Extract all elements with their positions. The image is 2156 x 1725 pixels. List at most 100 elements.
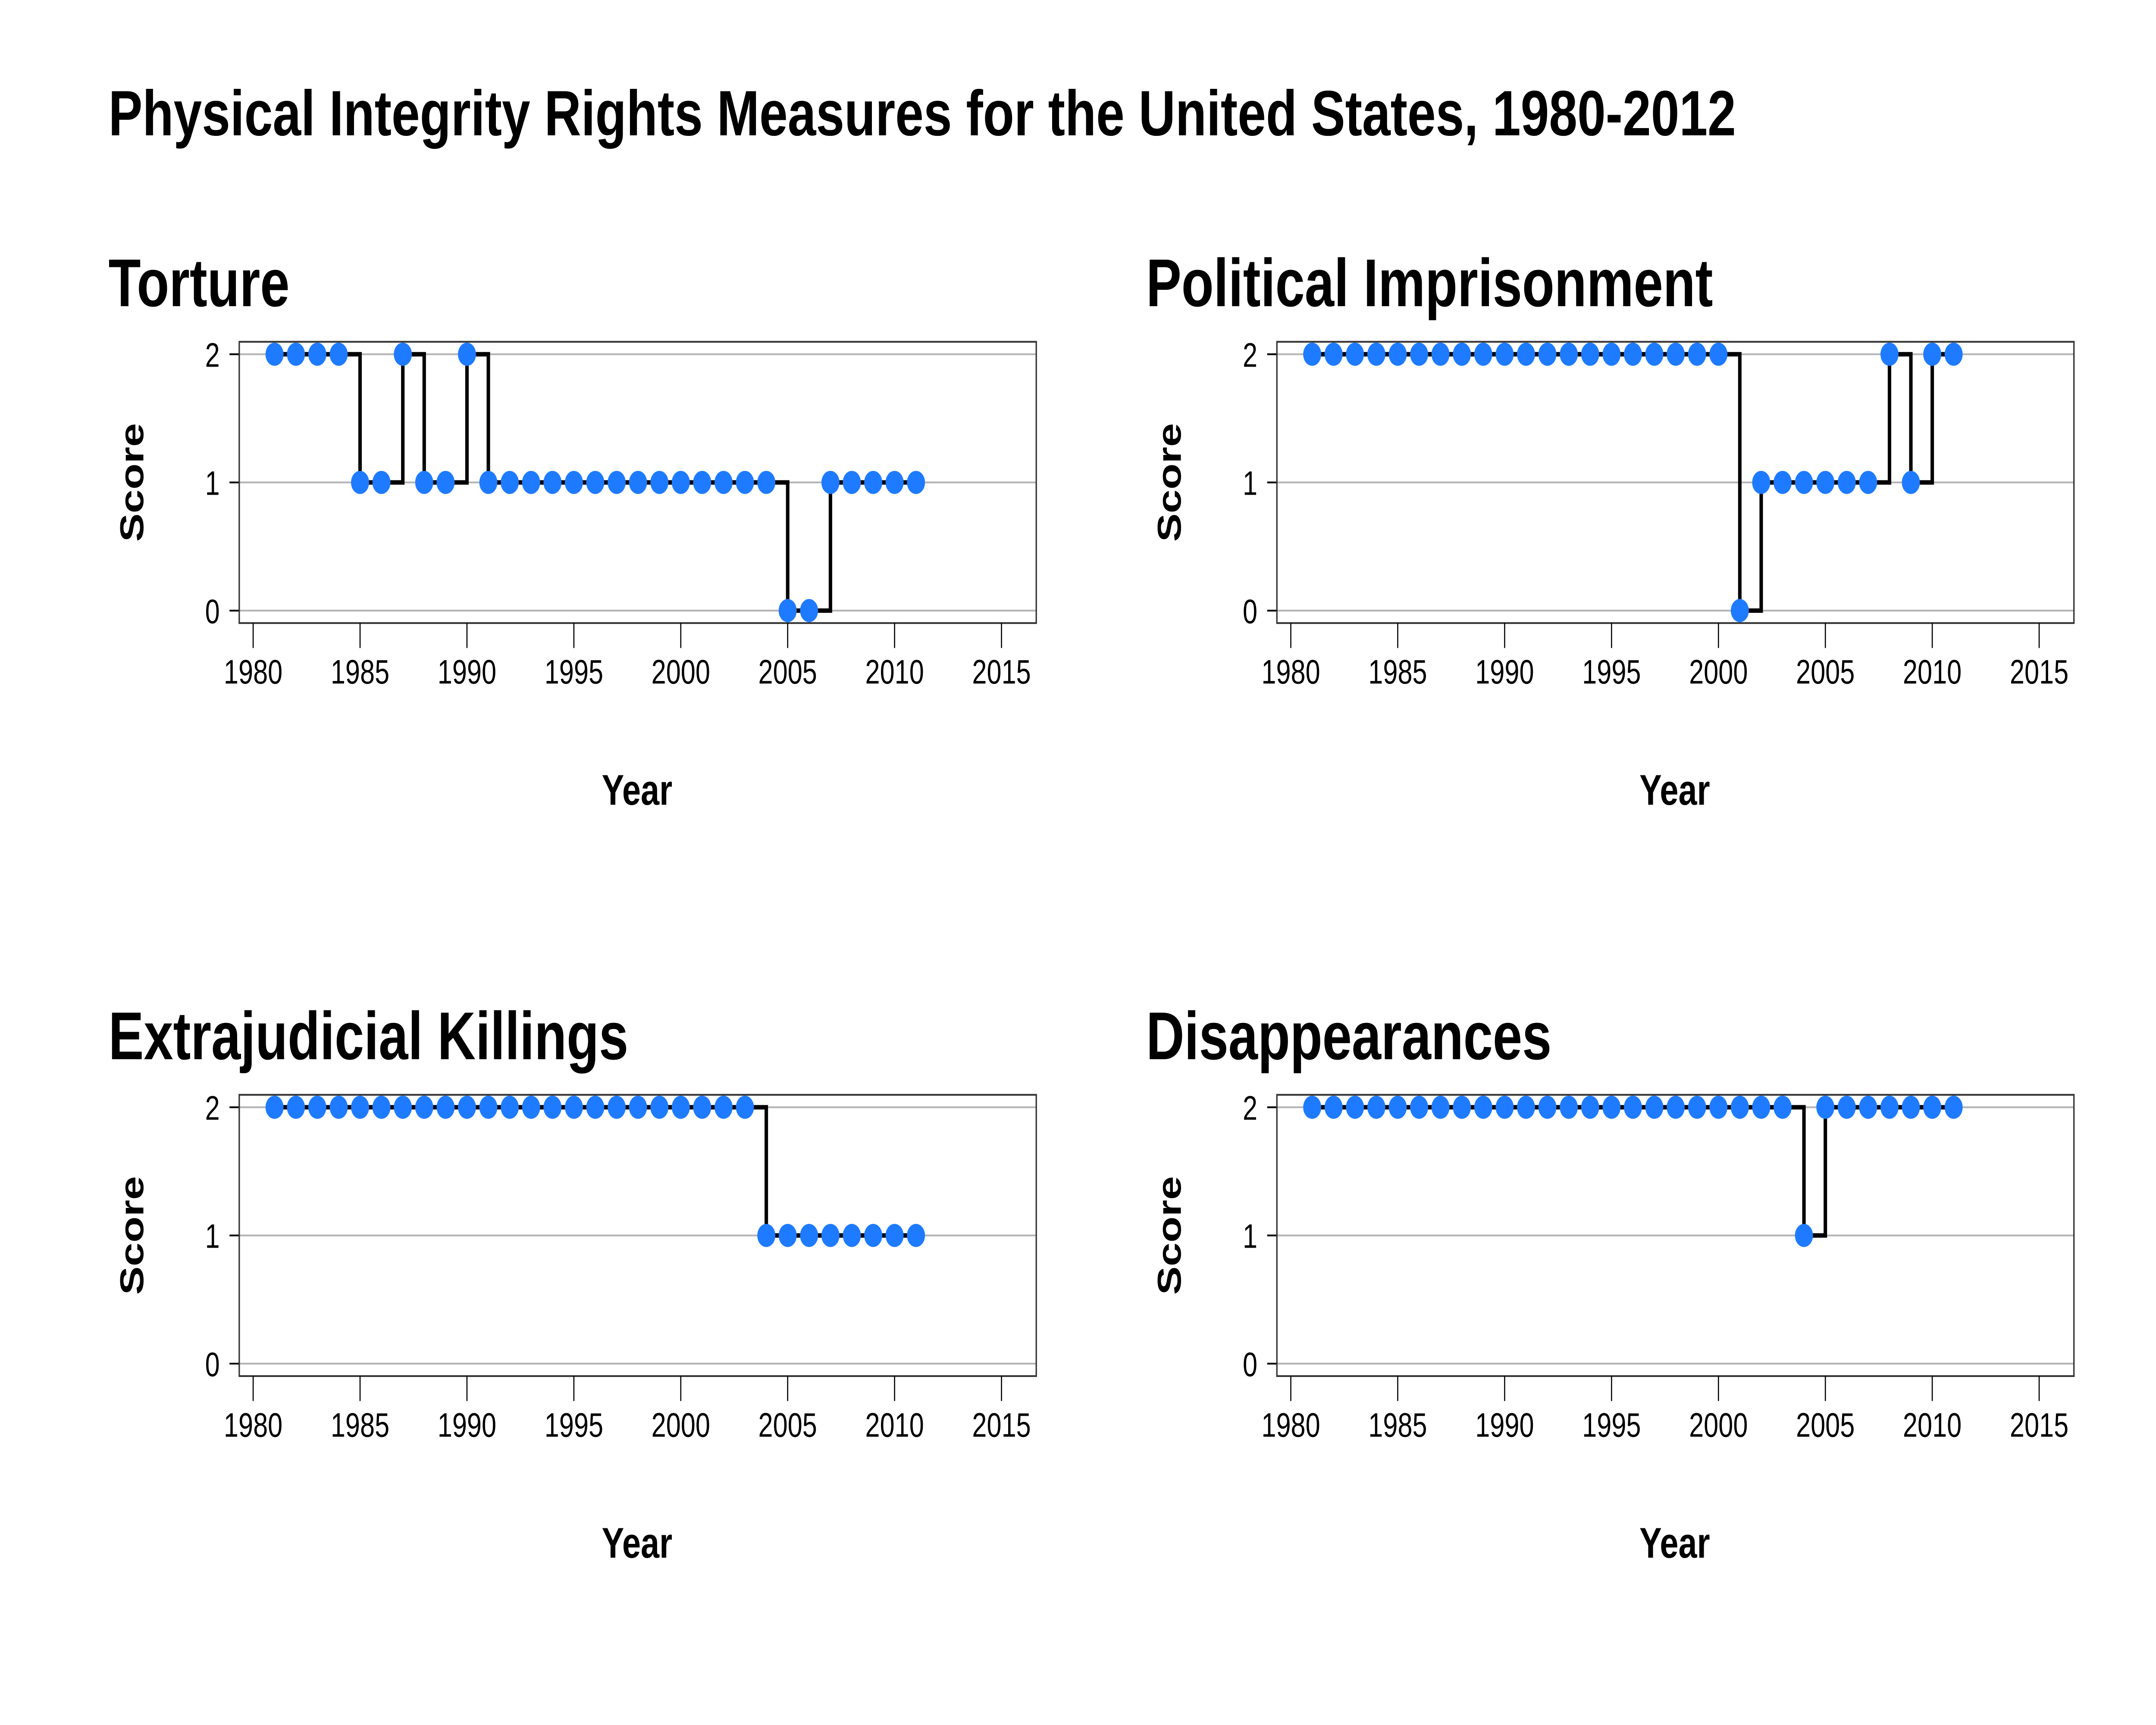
data-point-1986	[372, 1095, 391, 1119]
data-point-2007	[821, 1223, 840, 1247]
plot-frame	[1276, 1094, 2075, 1377]
data-point-1994	[1581, 342, 1599, 366]
data-point-2000	[1709, 342, 1728, 366]
x-tick-label: 2010	[1903, 653, 1962, 691]
data-point-2007	[1859, 470, 1877, 494]
data-point-1985	[1388, 1095, 1407, 1119]
x-axis-label: Year	[602, 1519, 673, 1567]
panel-title: Disappearances	[1146, 998, 1551, 1074]
data-point-1987	[1431, 1095, 1450, 1119]
y-tick-label: 1	[205, 1217, 220, 1255]
x-tick-label: 2005	[758, 1406, 817, 1444]
x-tick-label: 2015	[972, 1406, 1031, 1444]
data-point-1996	[1623, 1095, 1642, 1119]
data-point-2007	[1859, 1095, 1877, 1119]
data-point-1990	[458, 342, 476, 366]
data-point-2009	[1902, 1095, 1920, 1119]
data-point-1990	[1495, 342, 1514, 366]
data-point-1993	[522, 470, 540, 494]
x-tick-label: 2010	[865, 1406, 924, 1444]
data-point-1992	[1538, 342, 1557, 366]
x-tick-label: 1980	[224, 1406, 282, 1444]
data-point-2008	[843, 1223, 861, 1247]
data-point-1991	[1517, 342, 1535, 366]
x-tick-label: 1990	[438, 653, 496, 691]
data-point-2007	[821, 470, 840, 494]
data-point-1984	[1367, 1095, 1385, 1119]
x-tick-label: 1980	[1261, 653, 1320, 691]
x-tick-label: 2005	[1796, 1406, 1855, 1444]
panel-title: Political Imprisonment	[1146, 245, 1713, 320]
data-point-2011	[1944, 1095, 1963, 1119]
x-tick-label: 2010	[1903, 1406, 1962, 1444]
data-point-1984	[1367, 342, 1385, 366]
data-point-1983	[1346, 1095, 1364, 1119]
data-point-1987	[394, 1095, 412, 1119]
data-point-2011	[1944, 342, 1963, 366]
x-tick-label: 1980	[1261, 1406, 1320, 1444]
data-point-1982	[287, 1095, 305, 1119]
data-point-1991	[479, 1095, 498, 1119]
data-point-1997	[1645, 342, 1664, 366]
x-tick-label: 2000	[652, 1406, 710, 1444]
y-tick-label: 0	[1243, 592, 1257, 630]
x-tick-label: 2000	[1689, 653, 1748, 691]
data-point-2003	[1774, 1095, 1792, 1119]
data-point-2009	[864, 470, 883, 494]
data-point-1994	[543, 470, 562, 494]
y-tick-label: 0	[205, 592, 220, 630]
x-tick-label: 1995	[1582, 653, 1641, 691]
data-point-1985	[351, 1095, 369, 1119]
data-point-1992	[1538, 1095, 1557, 1119]
data-point-1992	[501, 1095, 519, 1119]
data-point-2003	[1774, 470, 1792, 494]
data-point-2002	[714, 470, 733, 494]
data-point-2006	[1837, 1095, 1856, 1119]
y-axis-label: Score	[113, 1176, 150, 1295]
data-point-2004	[757, 470, 776, 494]
y-axis-label: Score	[1151, 1176, 1188, 1295]
data-point-2000	[671, 470, 690, 494]
data-point-1985	[1388, 342, 1407, 366]
data-point-2006	[1837, 470, 1856, 494]
data-point-1995	[1602, 342, 1621, 366]
data-point-1997	[1645, 1095, 1664, 1119]
data-point-1995	[1602, 1095, 1621, 1119]
data-point-2008	[1880, 342, 1899, 366]
data-point-1998	[1667, 342, 1685, 366]
y-tick-label: 2	[1243, 336, 1257, 374]
data-point-1982	[287, 342, 305, 366]
x-tick-label: 2000	[652, 653, 710, 691]
data-point-1981	[265, 1095, 284, 1119]
data-point-1983	[308, 1095, 326, 1119]
plot-frame	[238, 1094, 1037, 1377]
data-point-2008	[1880, 1095, 1899, 1119]
x-tick-label: 1990	[1475, 653, 1534, 691]
data-point-1993	[522, 1095, 540, 1119]
data-point-1987	[1431, 342, 1450, 366]
data-point-2002	[1752, 1095, 1771, 1119]
y-tick-label: 2	[1243, 1089, 1257, 1127]
x-tick-label: 2015	[2010, 1406, 2068, 1444]
data-point-1999	[1688, 342, 1706, 366]
data-point-2001	[693, 1095, 711, 1119]
panel-political-imprisonment: Political Imprisonment 0 1 2 1980 1985 1990 199…	[1146, 245, 2075, 814]
data-point-1988	[415, 1095, 433, 1119]
x-tick-label: 2015	[2010, 653, 2068, 691]
x-tick-label: 1995	[545, 653, 603, 691]
y-tick-label: 0	[205, 1346, 220, 1383]
data-point-1996	[586, 1095, 605, 1119]
x-tick-label: 2005	[1796, 653, 1855, 691]
data-point-1994	[543, 1095, 562, 1119]
x-tick-label: 1990	[1475, 1406, 1534, 1444]
data-point-2009	[1902, 470, 1920, 494]
y-tick-label: 1	[1243, 464, 1257, 502]
data-point-1981	[1303, 342, 1322, 366]
y-tick-label: 1	[1243, 1217, 1257, 1255]
data-point-1995	[564, 1095, 583, 1119]
data-point-2001	[1730, 1095, 1749, 1119]
data-point-2005	[778, 599, 797, 622]
data-point-2001	[693, 470, 711, 494]
